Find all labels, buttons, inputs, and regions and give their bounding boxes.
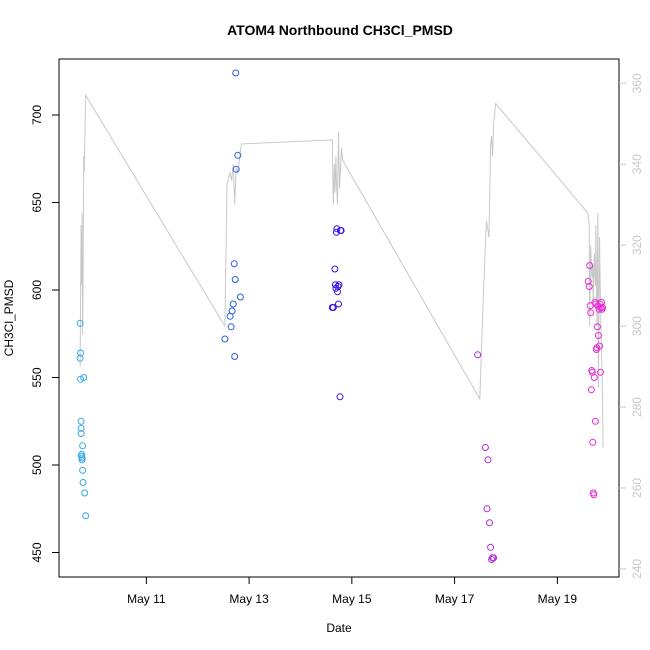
data-point-group-4 bbox=[488, 556, 496, 563]
data-point-group-1 bbox=[79, 479, 87, 486]
data-point-group-2 bbox=[227, 323, 235, 331]
y2-tick-label: 260 bbox=[630, 478, 644, 498]
data-point-group-3 bbox=[333, 225, 341, 233]
data-point-group-1 bbox=[77, 430, 85, 437]
x-tick-label: May 11 bbox=[127, 592, 166, 606]
y-axis: 450 500 550 600 650 700 bbox=[30, 105, 59, 563]
data-point-group-5 bbox=[597, 368, 604, 376]
data-point-group-2 bbox=[229, 300, 237, 308]
data-point-group-3 bbox=[334, 288, 341, 296]
y2-tick-label: 300 bbox=[630, 316, 644, 336]
data-point-group-2 bbox=[231, 353, 239, 360]
data-point-group-5 bbox=[594, 332, 602, 339]
data-point-group-4 bbox=[487, 543, 495, 551]
data-point-group-3 bbox=[336, 393, 344, 401]
data-point-group-5 bbox=[587, 386, 595, 394]
x-tick-label: May 17 bbox=[435, 592, 475, 606]
data-point-group-4 bbox=[481, 444, 489, 451]
data-point-group-2 bbox=[230, 260, 238, 268]
data-point-group-5 bbox=[591, 417, 599, 425]
data-point-group-3 bbox=[329, 304, 337, 311]
data-point-group-5 bbox=[584, 277, 592, 285]
data-point-group-5 bbox=[590, 374, 598, 381]
data-point-group-3 bbox=[334, 283, 342, 290]
data-point-group-5 bbox=[589, 438, 597, 446]
data-point-group-1 bbox=[82, 512, 90, 520]
data-point-group-5 bbox=[586, 262, 594, 269]
data-point-group-4 bbox=[490, 554, 498, 562]
y-tick-label: 550 bbox=[30, 367, 44, 387]
data-point-group-1 bbox=[79, 442, 87, 450]
data-point-group-5 bbox=[585, 283, 593, 290]
y2-tick-label: 320 bbox=[630, 235, 644, 255]
x-axis: May 11 May 13 May 15 May 17 May 19 bbox=[127, 577, 577, 606]
data-point-group-1 bbox=[76, 319, 84, 327]
chart-title: ATOM4 Northbound CH3Cl_PMSD bbox=[227, 22, 453, 38]
data-point-group-1 bbox=[80, 374, 88, 381]
data-point-group-5 bbox=[593, 323, 601, 331]
y2-tick-label: 280 bbox=[630, 397, 644, 417]
y-tick-label: 650 bbox=[30, 192, 44, 212]
y2-axis: 240 260 280 300 320 340 360 bbox=[619, 73, 644, 579]
data-point-group-1 bbox=[78, 456, 86, 464]
y-axis-label: CH3Cl_PMSD bbox=[2, 279, 16, 356]
data-point-group-2 bbox=[231, 276, 239, 283]
data-point-layer bbox=[76, 69, 607, 563]
data-point-group-5 bbox=[599, 304, 607, 311]
data-point-group-1 bbox=[77, 417, 85, 425]
data-point-group-3 bbox=[331, 265, 339, 273]
data-point-group-1 bbox=[77, 424, 85, 432]
data-point-group-3 bbox=[332, 228, 340, 236]
data-point-group-5 bbox=[598, 298, 605, 306]
y-tick-label: 700 bbox=[30, 105, 44, 125]
x-tick-label: May 15 bbox=[332, 592, 372, 606]
x-axis-label: Date bbox=[326, 621, 352, 635]
data-point-group-1 bbox=[76, 354, 84, 362]
data-point-group-4 bbox=[483, 505, 491, 513]
data-point-group-5 bbox=[596, 342, 603, 350]
y-tick-label: 600 bbox=[30, 280, 44, 300]
plot-frame bbox=[58, 58, 620, 578]
data-point-group-2 bbox=[221, 335, 229, 343]
data-point-group-3 bbox=[335, 281, 343, 289]
data-point-group-5 bbox=[590, 491, 598, 499]
data-point-group-1 bbox=[78, 451, 86, 458]
data-point-group-4 bbox=[484, 456, 492, 464]
data-point-group-1 bbox=[79, 466, 87, 474]
x-tick-label: May 19 bbox=[538, 592, 578, 606]
y2-tick-label: 360 bbox=[630, 73, 644, 93]
y2-tick-label: 240 bbox=[630, 559, 644, 579]
data-point-group-2 bbox=[232, 69, 240, 77]
data-point-group-4 bbox=[486, 519, 493, 527]
data-point-group-1 bbox=[77, 349, 85, 357]
data-point-group-3 bbox=[335, 300, 342, 308]
y2-tick-label: 340 bbox=[630, 154, 644, 174]
data-point-group-4 bbox=[474, 351, 482, 359]
data-point-group-5 bbox=[587, 309, 595, 317]
data-point-group-3 bbox=[337, 227, 345, 234]
data-point-group-2 bbox=[234, 151, 242, 159]
x-tick-label: May 13 bbox=[229, 592, 269, 606]
data-point-group-2 bbox=[236, 293, 244, 301]
y-tick-label: 450 bbox=[30, 542, 44, 562]
data-point-group-2 bbox=[228, 307, 236, 315]
altitude-line-layer bbox=[79, 93, 604, 448]
data-point-group-2 bbox=[232, 165, 240, 173]
y-tick-label: 500 bbox=[30, 455, 44, 475]
data-point-group-5 bbox=[595, 305, 603, 313]
data-point-group-1 bbox=[81, 489, 89, 497]
altitude-line bbox=[79, 93, 604, 448]
